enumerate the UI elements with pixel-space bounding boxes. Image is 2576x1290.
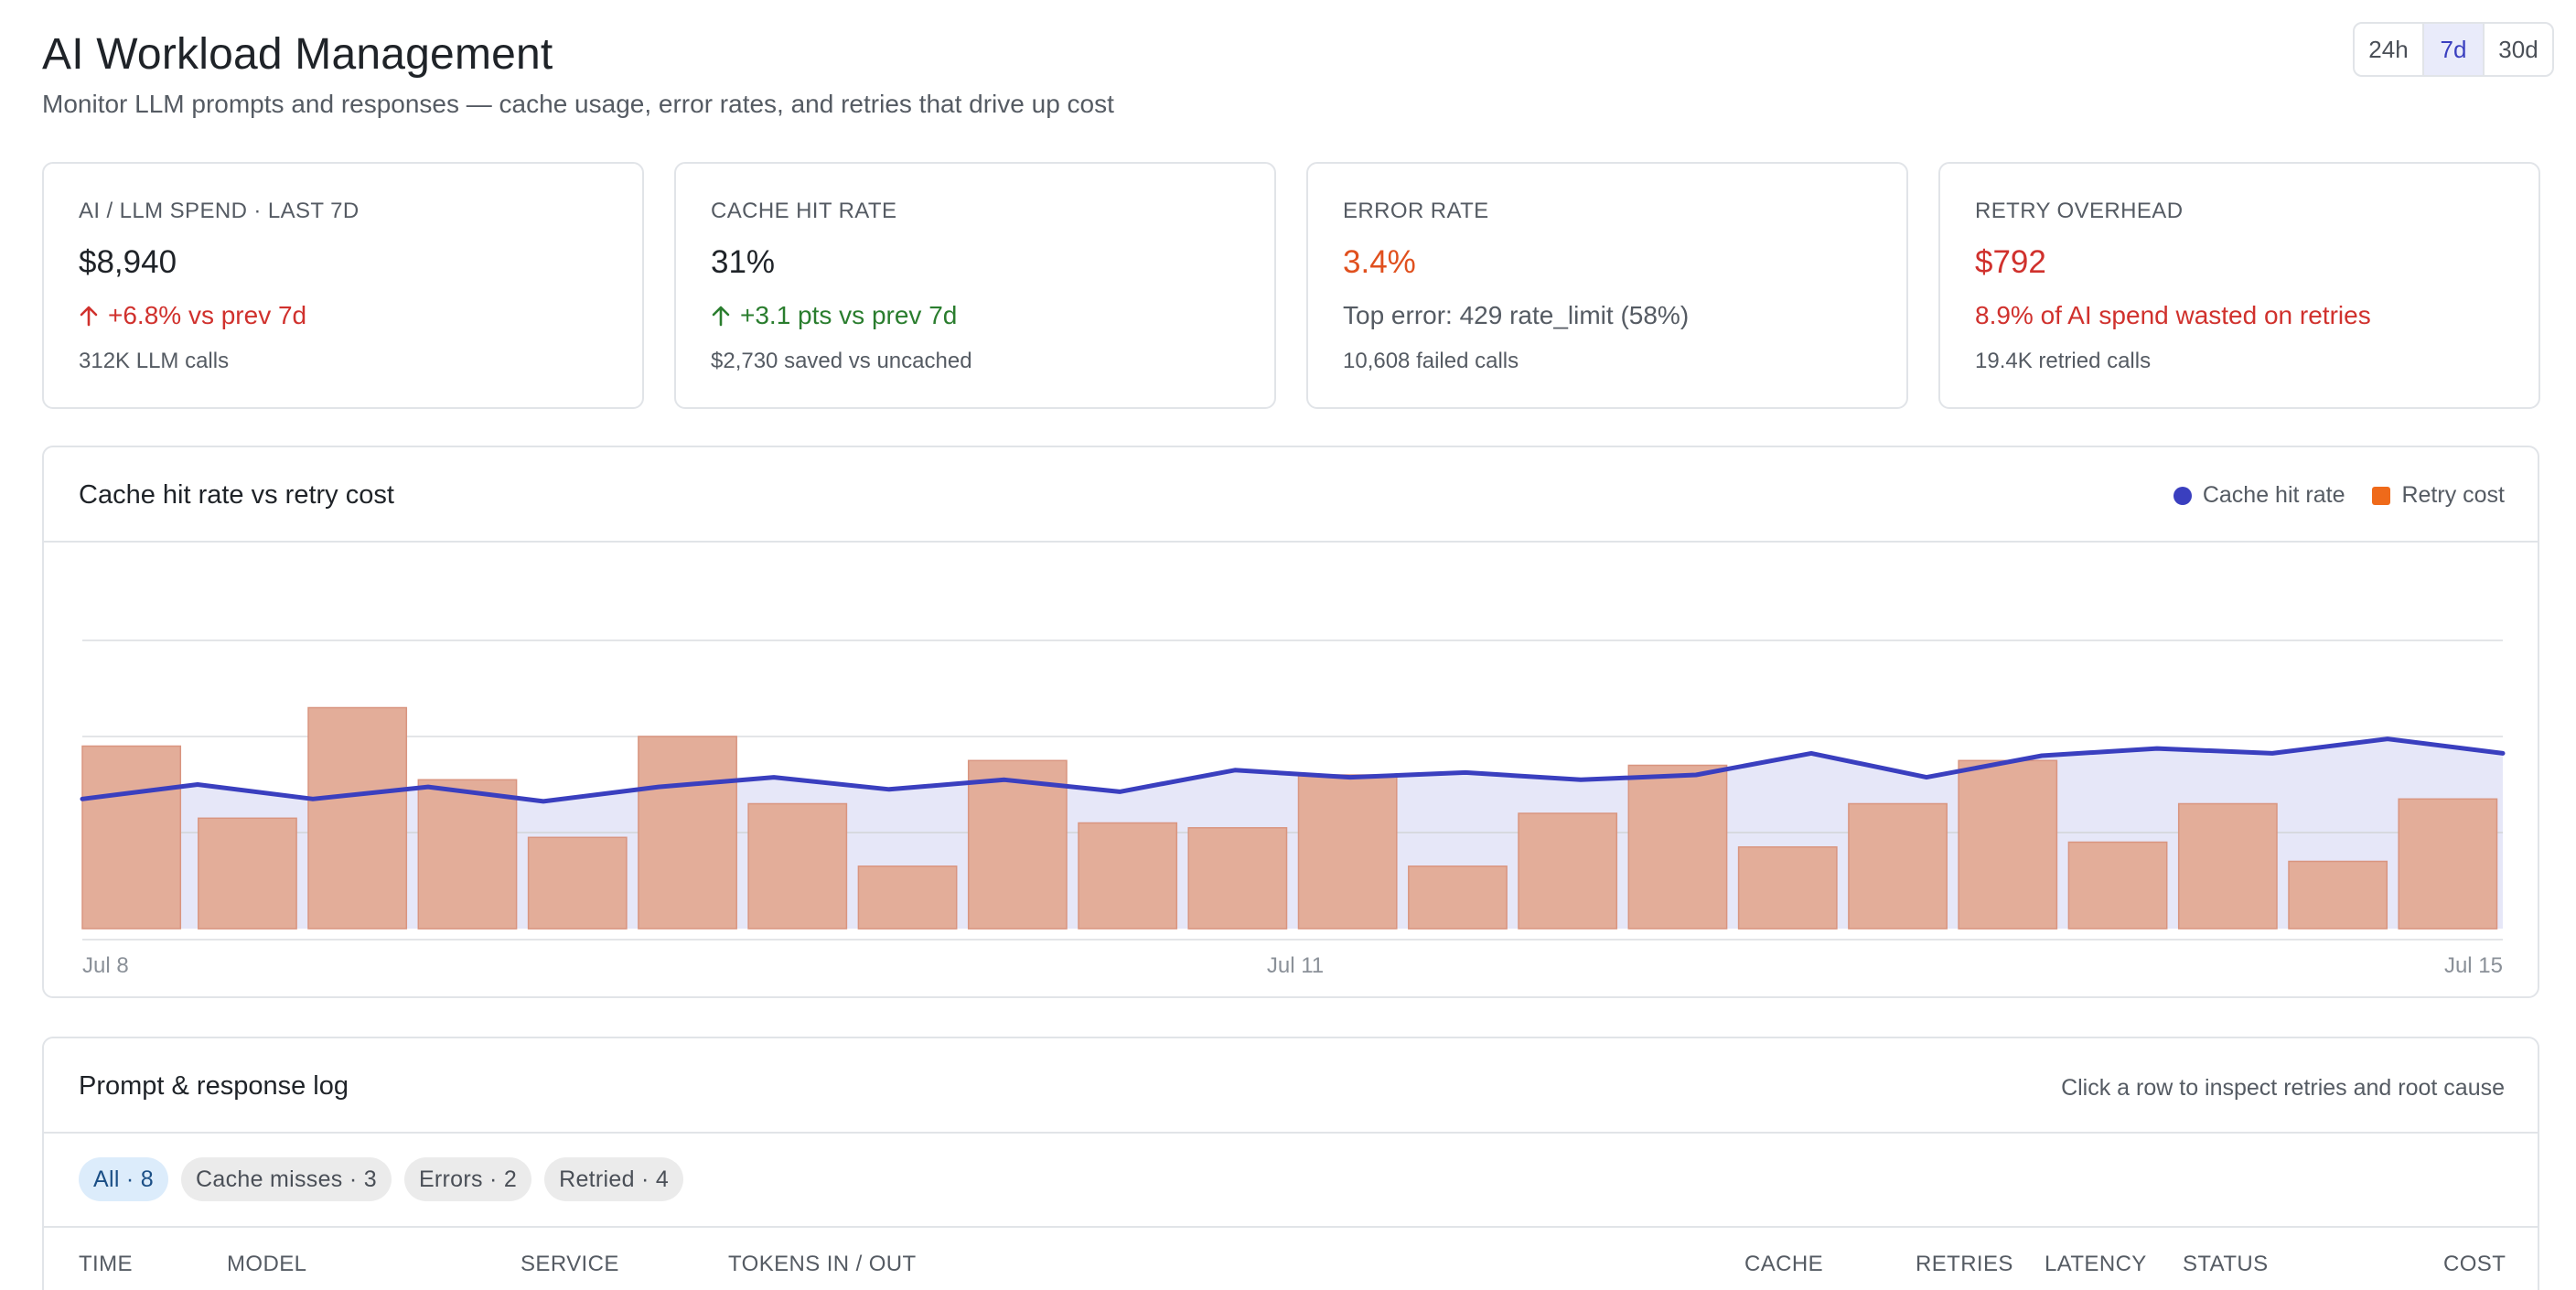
bar-retry-cost-7 bbox=[747, 802, 848, 930]
bar-retry-cost-5 bbox=[527, 836, 628, 930]
bar-retry-cost-8 bbox=[857, 865, 958, 930]
legend-swatch-bars bbox=[2372, 486, 2391, 505]
kpi-card-error-rate: ERROR RATE 3.4% Top error: 429 rate_limi… bbox=[1306, 162, 1908, 409]
kpi-card-cache-hit-rate: CACHE HIT RATE 31% +3.1 pts vs prev 7d $… bbox=[674, 162, 1276, 409]
column-header-service[interactable]: SERVICE bbox=[521, 1252, 619, 1276]
bar-retry-cost-19 bbox=[2067, 841, 2168, 930]
x-tick-label: Jul 11 bbox=[1267, 953, 1324, 978]
chart-legend: Cache hit rate Retry cost bbox=[2173, 482, 2505, 509]
log-hint: Click a row to inspect retries and root … bbox=[2061, 1075, 2505, 1101]
log-panel-header: Prompt & response log Click a row to ins… bbox=[44, 1038, 2538, 1134]
kpi-sub: 10,608 failed calls bbox=[1343, 349, 1519, 373]
range-24h-button[interactable]: 24h bbox=[2355, 24, 2424, 75]
kpi-trend-text: Top error: 429 rate_limit (58%) bbox=[1343, 301, 1690, 329]
bar-retry-cost-4 bbox=[417, 779, 518, 930]
kpi-card-retry-overhead: RETRY OVERHEAD $792 8.9% of AI spend was… bbox=[1938, 162, 2540, 409]
legend-item-retry-cost: Retry cost bbox=[2372, 482, 2505, 509]
kpi-trend-text: +3.1 pts vs prev 7d bbox=[740, 301, 958, 329]
bar-retry-cost-1 bbox=[81, 745, 182, 930]
bar-retry-cost-13 bbox=[1408, 865, 1508, 930]
chart-title: Cache hit rate vs retry cost bbox=[79, 480, 394, 510]
kpi-label: CACHE HIT RATE bbox=[711, 199, 897, 223]
bar-retry-cost-12 bbox=[1297, 774, 1398, 930]
bar-retry-cost-20 bbox=[2177, 802, 2278, 930]
series-line-cache-hit-rate bbox=[80, 736, 2506, 804]
log-title: Prompt & response log bbox=[79, 1071, 349, 1101]
kpi-trend: 8.9% of AI spend wasted on retries bbox=[1975, 301, 2371, 330]
bar-retry-cost-17 bbox=[1848, 802, 1948, 930]
arrow-up-icon bbox=[80, 306, 98, 327]
kpi-sub: 19.4K retried calls bbox=[1975, 349, 2152, 373]
log-filters: All · 8 Cache misses · 3 Errors · 2 Retr… bbox=[79, 1157, 684, 1201]
kpi-trend: Top error: 429 rate_limit (58%) bbox=[1343, 301, 1689, 330]
column-header-latency[interactable]: LATENCY bbox=[2045, 1252, 2147, 1276]
bar-retry-cost-16 bbox=[1737, 846, 1838, 930]
filter-chip-retried[interactable]: Retried · 4 bbox=[544, 1157, 684, 1201]
bar-retry-cost-3 bbox=[307, 706, 408, 930]
kpi-trend-text: +6.8% vs prev 7d bbox=[108, 301, 307, 329]
column-header-tokens[interactable]: TOKENS IN / OUT bbox=[728, 1252, 917, 1276]
range-7d-button[interactable]: 7d bbox=[2424, 24, 2485, 75]
bar-retry-cost-2 bbox=[198, 817, 297, 930]
bar-retry-cost-15 bbox=[1627, 764, 1728, 930]
column-header-time[interactable]: TIME bbox=[79, 1252, 133, 1276]
kpi-value: $8,940 bbox=[79, 244, 177, 280]
time-range-toggle: 24h 7d 30d bbox=[2353, 22, 2554, 77]
column-header-status[interactable]: STATUS bbox=[2183, 1252, 2269, 1276]
column-header-model[interactable]: MODEL bbox=[227, 1252, 307, 1276]
kpi-value: 3.4% bbox=[1343, 244, 1416, 280]
legend-swatch-line bbox=[2173, 486, 2192, 505]
table-header-row: TIME MODEL SERVICE TOKENS IN / OUT CACHE… bbox=[44, 1228, 2538, 1290]
bar-retry-cost-18 bbox=[1958, 759, 2058, 930]
column-header-retries[interactable]: RETRIES bbox=[1916, 1252, 2013, 1276]
bar-retry-cost-6 bbox=[638, 736, 737, 930]
bar-retry-cost-9 bbox=[967, 759, 1068, 930]
kpi-trend: +6.8% vs prev 7d bbox=[79, 301, 306, 330]
kpi-label: ERROR RATE bbox=[1343, 199, 1489, 223]
divider bbox=[44, 1226, 2538, 1228]
kpi-sub: $2,730 saved vs uncached bbox=[711, 349, 972, 373]
chart-panel: Cache hit rate vs retry cost Cache hit r… bbox=[42, 446, 2539, 998]
range-30d-button[interactable]: 30d bbox=[2498, 35, 2538, 63]
filter-chip-errors[interactable]: Errors · 2 bbox=[403, 1157, 532, 1201]
chart-plot: Jul 8 Jul 11 Jul 15 bbox=[80, 640, 2506, 978]
kpi-sub: 312K LLM calls bbox=[79, 349, 230, 373]
legend-label: Retry cost bbox=[2401, 482, 2505, 508]
bar-retry-cost-21 bbox=[2288, 860, 2388, 930]
page-subtitle: Monitor LLM prompts and responses — cach… bbox=[42, 90, 1114, 118]
kpi-trend-text: 8.9% of AI spend wasted on retries bbox=[1975, 301, 2371, 329]
bar-retry-cost-14 bbox=[1518, 812, 1618, 930]
kpi-value: 31% bbox=[711, 244, 776, 280]
chart-panel-header: Cache hit rate vs retry cost Cache hit r… bbox=[44, 447, 2538, 543]
kpi-trend: +3.1 pts vs prev 7d bbox=[711, 301, 957, 330]
kpi-value: $792 bbox=[1975, 244, 2046, 280]
kpi-label: RETRY OVERHEAD bbox=[1975, 199, 2184, 223]
bar-retry-cost-10 bbox=[1078, 822, 1178, 930]
filter-chip-all[interactable]: All · 8 bbox=[79, 1157, 169, 1201]
page-title: AI Workload Management bbox=[42, 30, 553, 79]
legend-item-cache-hit-rate: Cache hit rate bbox=[2173, 482, 2345, 509]
log-panel: Prompt & response log Click a row to ins… bbox=[42, 1037, 2539, 1290]
kpi-label: AI / LLM SPEND · LAST 7D bbox=[79, 199, 360, 223]
arrow-up-icon bbox=[712, 306, 730, 327]
column-header-cost[interactable]: COST bbox=[2443, 1252, 2506, 1276]
bar-retry-cost-11 bbox=[1187, 827, 1288, 930]
legend-label: Cache hit rate bbox=[2202, 482, 2345, 508]
column-header-cache[interactable]: CACHE bbox=[1744, 1252, 1824, 1276]
x-tick-label: Jul 8 bbox=[82, 953, 129, 978]
filter-chip-cache-misses[interactable]: Cache misses · 3 bbox=[181, 1157, 392, 1201]
kpi-card-spend: AI / LLM SPEND · LAST 7D $8,940 +6.8% vs… bbox=[42, 162, 644, 409]
x-tick-label: Jul 15 bbox=[2444, 953, 2503, 978]
bar-retry-cost-22 bbox=[2398, 798, 2498, 930]
